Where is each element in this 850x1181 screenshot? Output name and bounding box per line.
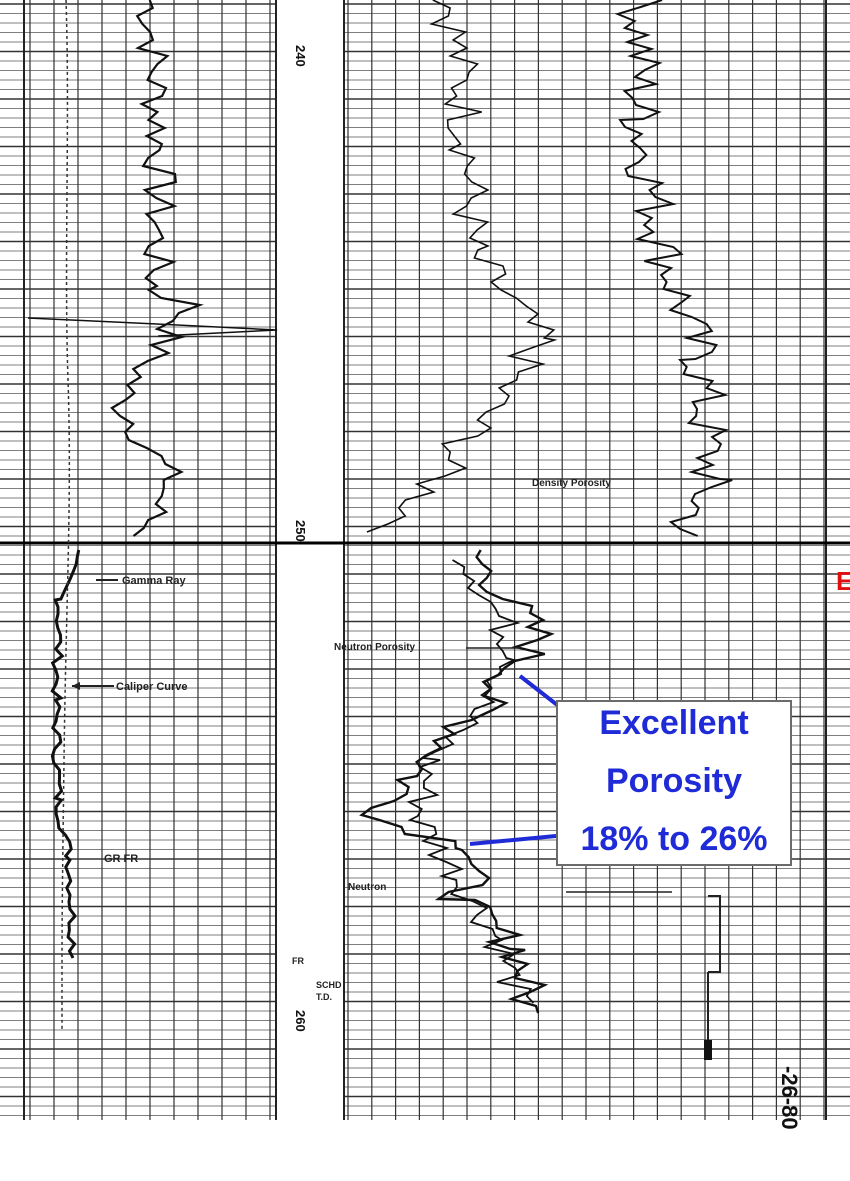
td-label: T.D. xyxy=(316,992,332,1002)
fr-label: FR xyxy=(292,956,304,966)
depth-label-260: 260 xyxy=(293,1010,308,1032)
neutron-porosity-curve-upper xyxy=(366,0,558,533)
log-curves xyxy=(27,0,733,1014)
caliper-curve-label: Caliper Curve xyxy=(116,681,188,693)
gamma-ray-curve-lower xyxy=(50,549,81,959)
porosity-callout-box: Excellent Porosity 18% to 26% xyxy=(556,700,792,866)
gamma-ray-label: Gamma Ray xyxy=(122,575,186,587)
callout-arrow-lower xyxy=(469,834,557,846)
bottom-date-label: -26-80 xyxy=(777,1066,802,1130)
density-porosity-label: Density Porosity xyxy=(532,478,611,489)
callout-line-3: 18% to 26% xyxy=(580,820,768,858)
callout-line-2: Porosity xyxy=(605,762,743,800)
neutron-porosity-label: Neutron Porosity xyxy=(334,642,416,653)
gamma-ray-curve-upper xyxy=(110,0,204,537)
density-porosity-curve-upper xyxy=(614,0,733,537)
depth-label-250: 250 xyxy=(293,520,308,542)
callout-line-1: Excellent xyxy=(599,704,749,742)
schd-label: SCHD xyxy=(316,980,342,990)
depth-track xyxy=(276,0,344,1181)
neutron-porosity-curve-lower xyxy=(359,549,555,1014)
edge-letter: E xyxy=(836,566,850,596)
interval-bracket xyxy=(708,895,721,973)
gamma-ray-spike xyxy=(27,317,278,337)
density-porosity-curve-lower xyxy=(406,559,535,1004)
neutron-label: Neutron xyxy=(348,882,386,893)
depth-label-240: 240 xyxy=(293,45,308,67)
gr-fr-label: GR FR xyxy=(104,853,138,865)
